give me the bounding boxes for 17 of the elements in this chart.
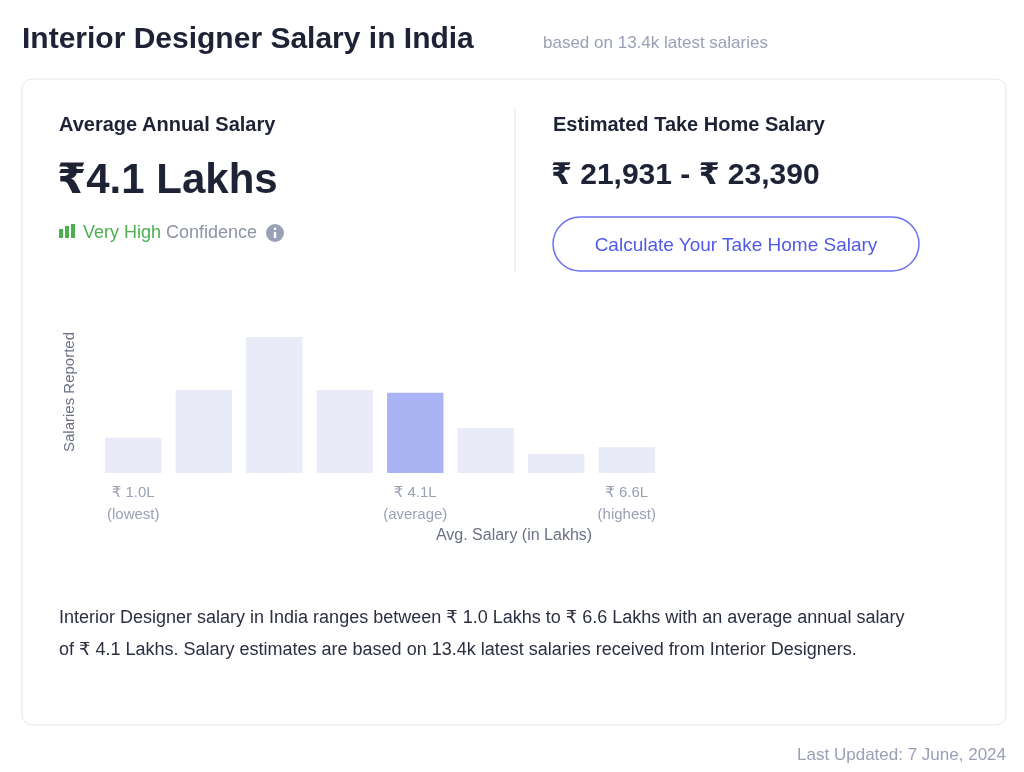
x-tick-label: ₹ 6.6L (highest) [597, 483, 656, 522]
text: Calculate Your Take Home Salary [594, 234, 878, 255]
text: Confidence [166, 222, 258, 242]
text: Interior Designer salary in India ranges between ₹ 1.0 Lakhs to ₹ 6.6 Lakhs with an average annual salary of ₹ 4.1 Lakhs. Salary estimates are based on 13.4k latest salaries received from Interior Designers. [59, 606, 906, 661]
text: ₹ 21,931 - ₹ 23,390 [551, 157, 820, 190]
x-tick-label: ₹ 1.0L (lowest) [106, 483, 160, 522]
chart-subtitle: based on 13.4k latest salaries [543, 33, 768, 52]
x-axis-title: Avg. Salary (in Lakhs) [435, 526, 593, 543]
text: Last Updated: 7 June, 2024 [797, 745, 1006, 764]
text: ₹4.1 Lakhs [57, 155, 278, 202]
x-tick-label: ₹ 4.1L (average) [383, 483, 448, 522]
chart-title: Interior Designer Salary in India [22, 21, 475, 54]
text: Very High [83, 222, 162, 242]
bar [387, 392, 444, 473]
y-axis-title: Salaries Reported [60, 331, 77, 453]
text: Average Annual Salary [59, 113, 277, 135]
text: Estimated Take Home Salary [553, 113, 826, 135]
